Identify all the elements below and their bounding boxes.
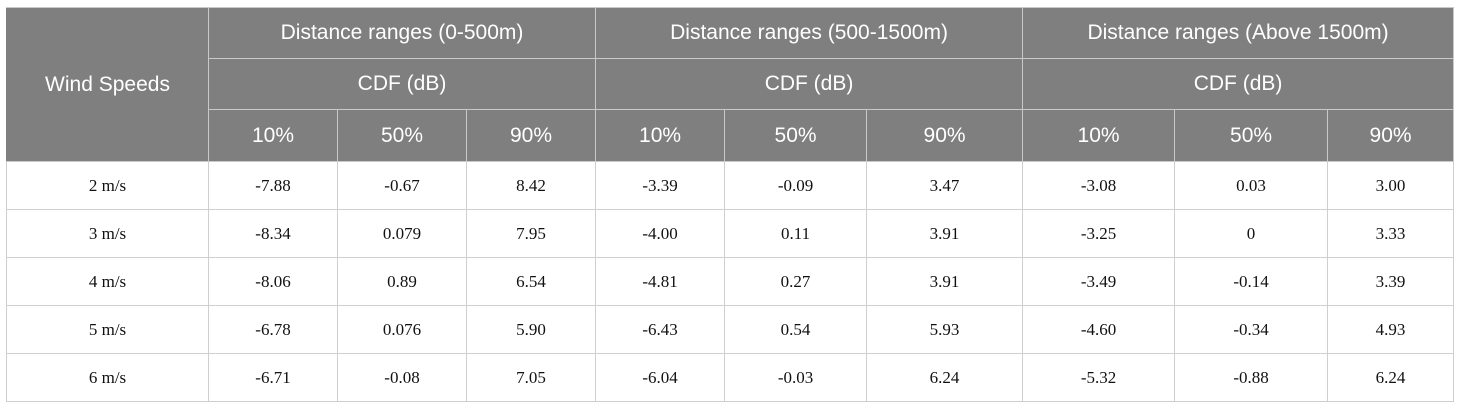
value-cell: -3.49 bbox=[1022, 257, 1176, 306]
table-row: 4 m/s -8.06 0.89 6.54 -4.81 0.27 3.91 -3.49 -0.1… bbox=[6, 257, 1455, 306]
value-cell: -5.32 bbox=[1022, 353, 1176, 402]
wind-speed-cell: 3 m/s bbox=[6, 209, 209, 258]
value-cell: 3.00 bbox=[1327, 161, 1455, 210]
wind-speeds-header: Wind Speeds bbox=[6, 7, 209, 162]
value-cell: -4.00 bbox=[595, 209, 726, 258]
group-header-0-500m: Distance ranges (0-500m) bbox=[207, 7, 597, 59]
value-cell: -6.04 bbox=[595, 353, 726, 402]
value-cell: 0.076 bbox=[337, 305, 467, 354]
wind-speed-cell: 4 m/s bbox=[6, 257, 209, 306]
value-cell: -3.39 bbox=[595, 161, 726, 210]
table-header: Wind Speeds Distance ranges (0-500m) Dis… bbox=[6, 7, 1455, 162]
percentile-header: 10% bbox=[1022, 109, 1176, 162]
table-container: Wind Speeds Distance ranges (0-500m) Dis… bbox=[6, 7, 1455, 402]
value-cell: 6.24 bbox=[866, 353, 1024, 402]
value-cell: 3.91 bbox=[866, 209, 1024, 258]
value-cell: -6.43 bbox=[595, 305, 726, 354]
table-row: 2 m/s -7.88 -0.67 8.42 -3.39 -0.09 3.47 -3.08 0.… bbox=[6, 161, 1455, 210]
percentile-header: 90% bbox=[866, 109, 1024, 162]
value-cell: 3.47 bbox=[866, 161, 1024, 210]
value-cell: 5.90 bbox=[465, 305, 597, 354]
value-cell: 0 bbox=[1174, 209, 1329, 258]
percentile-header: 10% bbox=[595, 109, 726, 162]
value-cell: 3.91 bbox=[866, 257, 1024, 306]
wind-speed-cell: 5 m/s bbox=[6, 305, 209, 354]
value-cell: -6.71 bbox=[208, 353, 338, 402]
value-cell: -8.34 bbox=[208, 209, 338, 258]
group-header-above-1500m: Distance ranges (Above 1500m) bbox=[1022, 7, 1455, 59]
value-cell: 0.27 bbox=[724, 257, 868, 306]
table-row: 6 m/s -6.71 -0.08 7.05 -6.04 -0.03 6.24 -5.32 -0… bbox=[6, 353, 1455, 402]
value-cell: -4.60 bbox=[1022, 305, 1176, 354]
value-cell: -0.88 bbox=[1174, 353, 1329, 402]
value-cell: -4.81 bbox=[595, 257, 726, 306]
percentile-header: 50% bbox=[724, 109, 868, 162]
wind-speed-cell: 6 m/s bbox=[6, 353, 209, 402]
percentile-header: 90% bbox=[1327, 109, 1455, 162]
value-cell: 6.24 bbox=[1327, 353, 1455, 402]
table-row: 5 m/s -6.78 0.076 5.90 -6.43 0.54 5.93 -4.60 -0.… bbox=[6, 305, 1455, 354]
value-cell: 0.079 bbox=[337, 209, 467, 258]
value-cell: 0.11 bbox=[724, 209, 868, 258]
value-cell: 7.05 bbox=[465, 353, 597, 402]
table-row: 3 m/s -8.34 0.079 7.95 -4.00 0.11 3.91 -3.25 0 3.… bbox=[6, 209, 1455, 258]
value-cell: 4.93 bbox=[1327, 305, 1455, 354]
metric-header: CDF (dB) bbox=[1022, 58, 1455, 110]
percentile-header: 90% bbox=[465, 109, 597, 162]
table-body: 2 m/s -7.88 -0.67 8.42 -3.39 -0.09 3.47 -3.08 0.… bbox=[6, 161, 1455, 402]
value-cell: -0.67 bbox=[337, 161, 467, 210]
wind-speed-cell: 2 m/s bbox=[6, 161, 209, 210]
value-cell: 8.42 bbox=[465, 161, 597, 210]
cdf-table: Wind Speeds Distance ranges (0-500m) Dis… bbox=[6, 7, 1455, 402]
value-cell: 7.95 bbox=[465, 209, 597, 258]
group-header-500-1500m: Distance ranges (500-1500m) bbox=[595, 7, 1024, 59]
value-cell: 0.03 bbox=[1174, 161, 1329, 210]
percentile-header: 50% bbox=[1174, 109, 1329, 162]
value-cell: -0.03 bbox=[724, 353, 868, 402]
value-cell: -8.06 bbox=[208, 257, 338, 306]
percentile-header: 10% bbox=[208, 109, 338, 162]
value-cell: -6.78 bbox=[208, 305, 338, 354]
value-cell: -0.09 bbox=[724, 161, 868, 210]
metric-header: CDF (dB) bbox=[595, 58, 1024, 110]
metric-header: CDF (dB) bbox=[207, 58, 597, 110]
value-cell: 5.93 bbox=[866, 305, 1024, 354]
value-cell: -0.34 bbox=[1174, 305, 1329, 354]
value-cell: 3.39 bbox=[1327, 257, 1455, 306]
percentile-header: 50% bbox=[337, 109, 467, 162]
value-cell: -3.08 bbox=[1022, 161, 1176, 210]
value-cell: -7.88 bbox=[208, 161, 338, 210]
value-cell: -3.25 bbox=[1022, 209, 1176, 258]
value-cell: -0.14 bbox=[1174, 257, 1329, 306]
value-cell: 6.54 bbox=[465, 257, 597, 306]
value-cell: 0.89 bbox=[337, 257, 467, 306]
value-cell: 3.33 bbox=[1327, 209, 1455, 258]
value-cell: -0.08 bbox=[337, 353, 467, 402]
value-cell: 0.54 bbox=[724, 305, 868, 354]
